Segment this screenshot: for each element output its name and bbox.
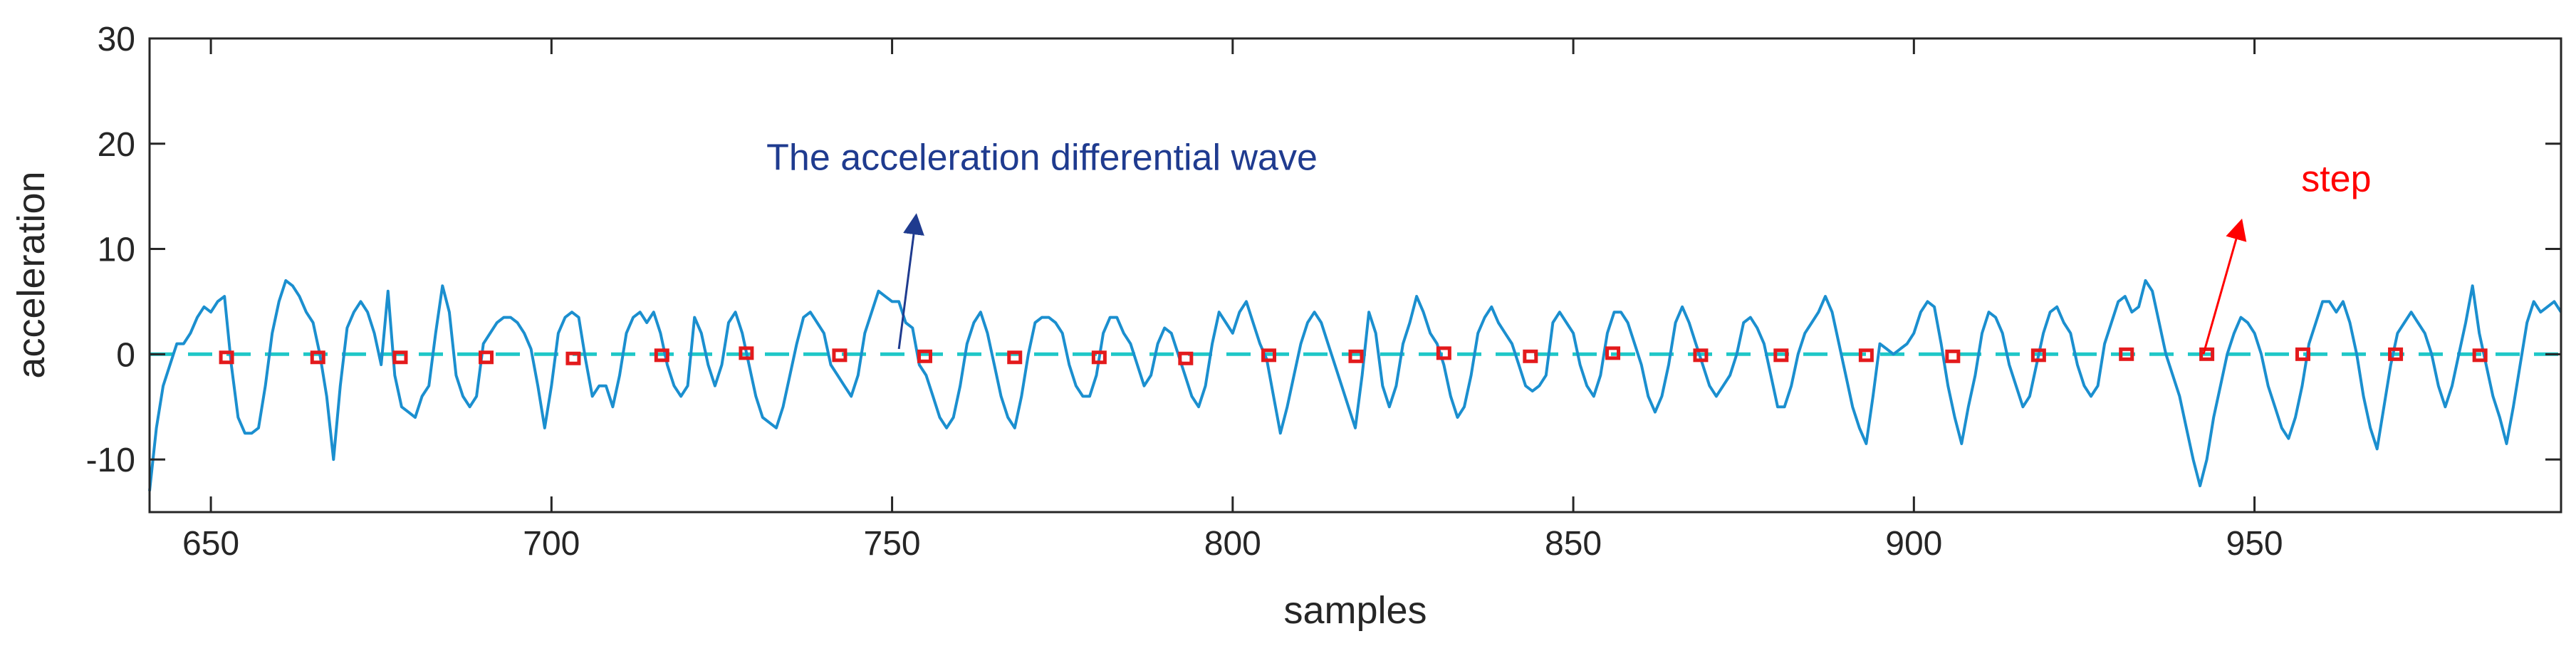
- plot-frame: [148, 37, 2562, 514]
- y-tick-label: 30: [98, 21, 135, 58]
- step-marker: [219, 350, 234, 365]
- x-tick-label: 850: [1545, 525, 1602, 563]
- y-tick-label: 20: [98, 126, 135, 164]
- y-tick-label: 0: [116, 336, 135, 374]
- x-tick-label: 800: [1204, 525, 1261, 563]
- step-marker: [917, 349, 932, 363]
- annotation-label: The acceleration differential wave: [766, 137, 1318, 179]
- x-tick-label: 650: [182, 525, 239, 563]
- x-tick-label: 750: [864, 525, 921, 563]
- step-marker: [1523, 349, 1538, 363]
- annotation-arrow: [2202, 218, 2247, 355]
- step-marker: [2119, 347, 2134, 361]
- step-marker: [2199, 347, 2215, 361]
- step-marker: [1945, 349, 1961, 363]
- plot-area: [150, 38, 2561, 512]
- step-marker: [1858, 348, 1874, 363]
- step-marker: [479, 350, 494, 365]
- step-marker: [1773, 348, 1789, 363]
- step-marker: [1348, 349, 1364, 363]
- annotations: The acceleration differential wave step: [766, 137, 2372, 355]
- step-marker: [1091, 350, 1107, 365]
- y-tick-label: 10: [98, 231, 135, 269]
- step-marker: [1007, 350, 1023, 365]
- x-axis: 650 700 750 800 850 900 950: [182, 38, 2283, 563]
- step-marker: [832, 348, 848, 363]
- y-axis-label: acceleration: [10, 171, 53, 378]
- step-marker: [392, 350, 408, 365]
- step-marker: [2472, 348, 2488, 363]
- step-marker: [2030, 348, 2046, 363]
- x-tick-label: 950: [2226, 525, 2283, 563]
- annotation-label: step: [2301, 158, 2371, 199]
- step-marker: [1605, 346, 1621, 360]
- annotation-arrow: [897, 213, 924, 350]
- step-marker: [1261, 348, 1277, 363]
- x-axis-label: samples: [1283, 589, 1427, 632]
- y-axis: -10 0 10 20 30: [86, 21, 2561, 479]
- step-marker: [1436, 346, 1451, 360]
- step-marker: [565, 351, 581, 365]
- step-marker: [1693, 348, 1709, 363]
- step-marker: [1178, 351, 1194, 365]
- step-marker: [739, 346, 754, 360]
- series-layer: [148, 278, 2562, 491]
- step-marker: [310, 350, 325, 365]
- x-tick-label: 900: [1885, 525, 1942, 563]
- x-tick-label: 700: [523, 525, 580, 563]
- step-marker: [654, 348, 669, 363]
- step-marker: [2295, 347, 2310, 361]
- y-tick-label: -10: [86, 442, 135, 479]
- step-markers: [219, 346, 2488, 365]
- step-marker: [2388, 347, 2404, 361]
- acceleration-series-line: [148, 278, 2562, 491]
